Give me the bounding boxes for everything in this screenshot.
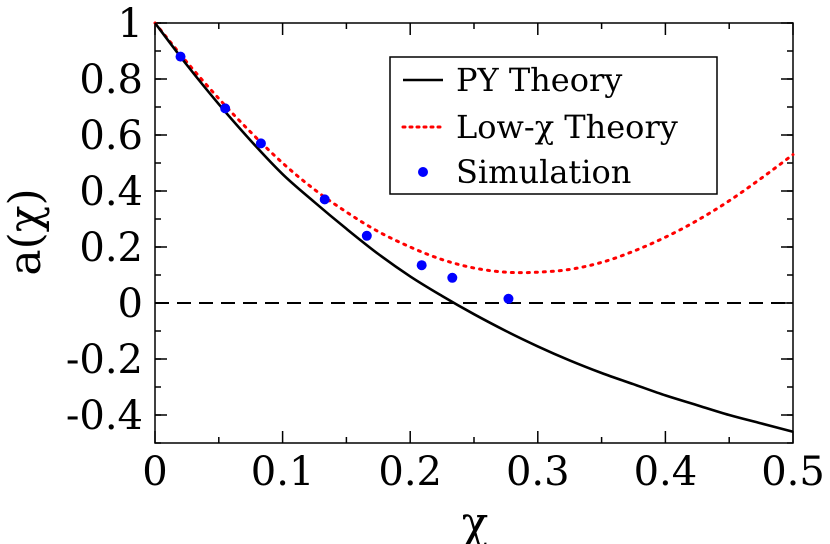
y-tick-label: 0 [118,281,143,327]
simulation-point [503,293,514,304]
legend: PY Theory Low-χ Theory Simulation [389,56,718,195]
legend-label-low-chi-theory: Low-χ Theory [456,108,678,146]
series-line-low-chi-theory [153,21,795,275]
y-tick-label: 0.6 [79,113,143,159]
y-axis-label: a(χ) [0,188,51,275]
series-line-py-theory [153,22,794,434]
y-tick-label: -0.4 [66,393,143,439]
legend-box [389,56,718,195]
y-tick-label: 0.2 [79,225,143,271]
legend-label-simulation: Simulation [456,153,631,191]
simulation-point [319,194,330,205]
simulation-point [447,272,458,283]
simulation-point [175,51,186,62]
ticks-group: 0 0.1 0.2 0.3 0.4 0.5 -0.4 -0.2 0 0.2 0.4 0.6 0.8 1 [66,1,825,495]
x-tick-label: 0.1 [251,449,315,495]
y-tick-label: -0.2 [66,337,143,383]
y-tick-label: 0.8 [79,57,143,103]
x-tick-label: 0.4 [634,449,698,495]
x-tick-label: 0.5 [761,449,825,495]
simulation-point [361,230,372,241]
simulation-point [416,260,427,271]
y-tick-label: 0.4 [79,169,143,215]
x-tick-label: 0.3 [506,449,570,495]
simulation-point [255,138,266,149]
x-tick-label: 0 [142,449,167,495]
simulation-point [220,103,231,114]
x-tick-label: 0.2 [378,449,442,495]
plot-area [153,21,795,434]
legend-swatch-simulation [418,167,428,177]
y-tick-label: 1 [118,1,143,47]
x-axis-label: χ [462,498,489,544]
legend-label-py-theory: PY Theory [456,61,622,99]
